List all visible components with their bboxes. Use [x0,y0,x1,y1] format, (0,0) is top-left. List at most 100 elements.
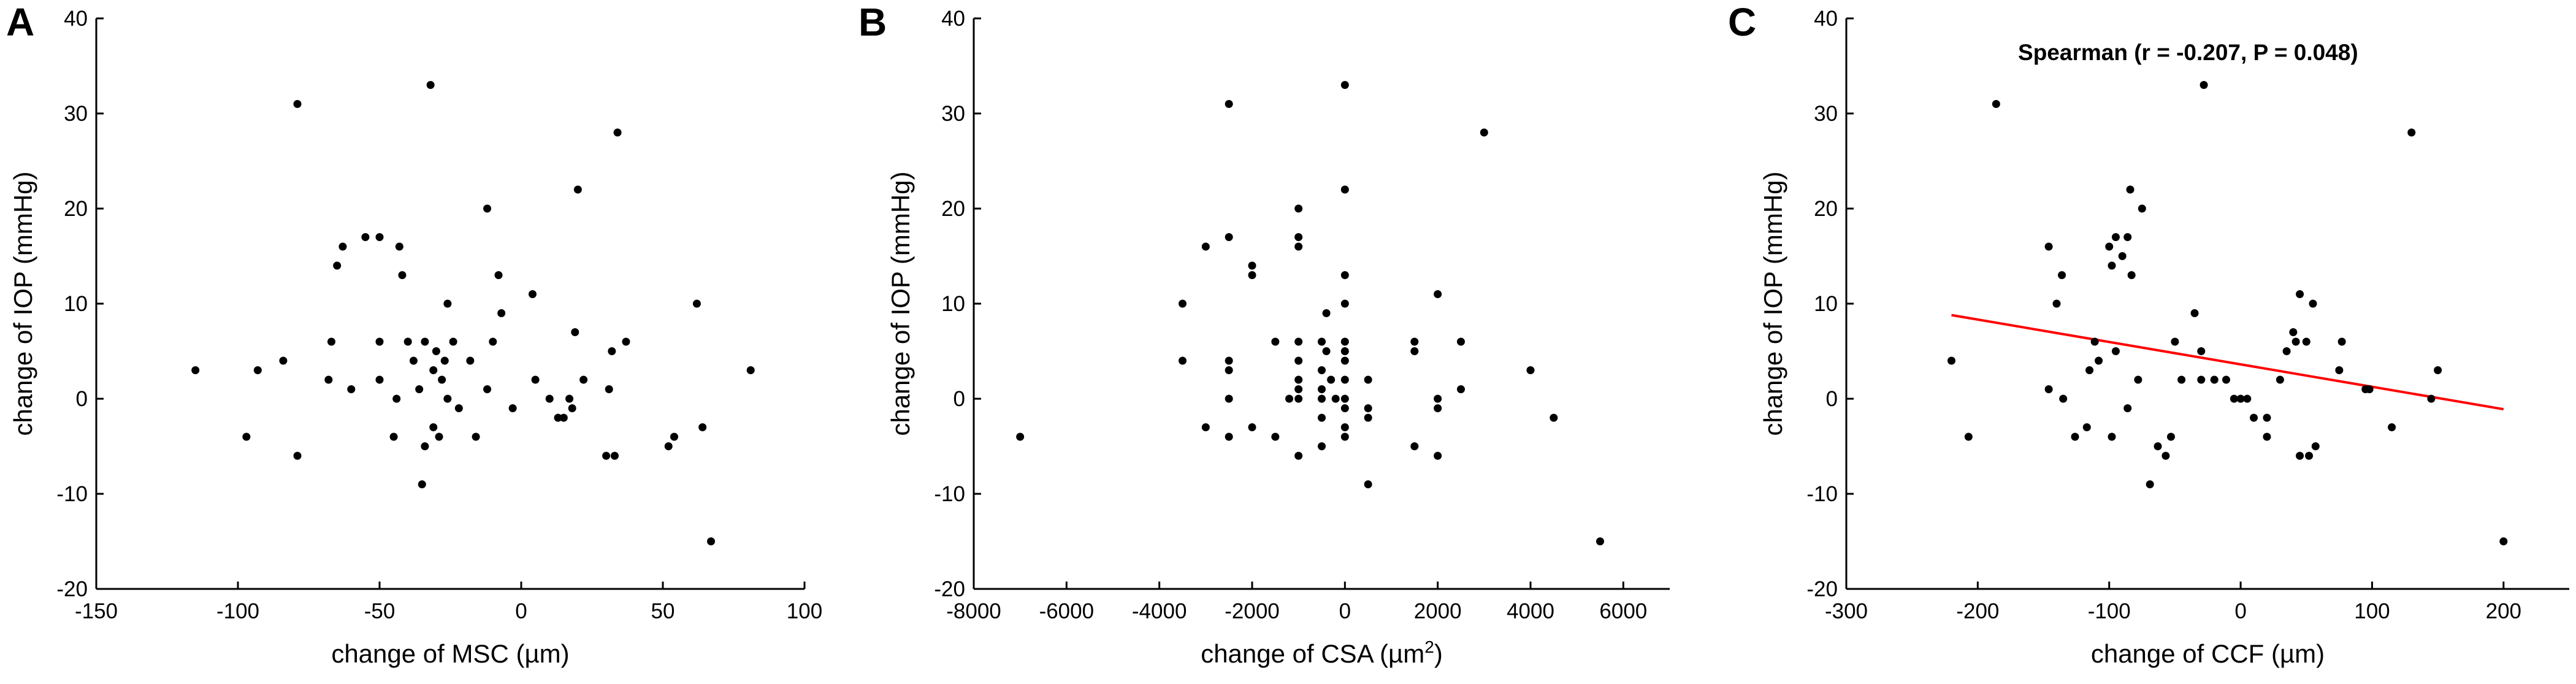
data-point [1410,442,1419,450]
data-point [2146,480,2154,488]
data-point [1457,385,1465,393]
data-point [1364,413,1372,422]
y-tick-label: -20 [56,577,88,601]
data-point [2302,337,2310,346]
data-point [1340,423,1349,431]
y-tick-label: -10 [56,482,88,506]
data-point [1225,233,1233,241]
data-point [2365,385,2374,393]
data-point [293,100,302,108]
x-tick-label: 100 [2354,599,2390,623]
data-point [1225,100,1233,108]
data-point [1294,204,1303,213]
y-tick-label: 40 [64,7,88,31]
data-point [392,394,401,403]
data-point [1364,375,1372,384]
data-point [2335,366,2344,374]
data-point [483,385,492,393]
data-point [2197,347,2206,355]
data-point [1340,356,1349,365]
x-axis-title: change of CSA (µm2) [1201,637,1443,668]
data-point [443,394,452,403]
data-point [2499,537,2508,545]
data-point [1294,233,1303,241]
data-point [2177,375,2186,384]
data-point [403,337,412,346]
data-point [1550,413,1558,422]
data-point [707,537,716,545]
x-tick-label: 4000 [1507,599,1554,623]
data-point [2289,328,2298,336]
x-axis-title-superscript: 2 [1424,637,1434,656]
data-point [1327,375,1336,384]
data-point [2309,299,2317,308]
data-point [1410,347,1419,355]
data-point [698,423,707,431]
data-point [746,366,755,374]
data-point [1318,442,1326,450]
data-point [2123,233,2132,241]
data-point [2058,271,2066,279]
data-point [1294,394,1303,403]
data-point [1318,385,1326,393]
data-point [2071,432,2079,441]
data-point [2108,261,2116,270]
data-point [670,432,678,441]
data-point [429,423,438,431]
data-point [1340,337,1349,346]
data-point [2044,242,2053,251]
data-point [1457,337,1465,346]
data-point [2138,204,2146,213]
y-tick-label: 20 [64,197,88,221]
data-point [1318,413,1326,422]
y-tick-label: 30 [941,102,965,126]
y-tick-label: 20 [1814,197,1838,221]
data-point [2082,423,2091,431]
data-point [2127,271,2136,279]
data-point [2161,452,2170,460]
data-point [2263,432,2271,441]
data-point [1434,394,1442,403]
data-point [398,271,407,279]
data-point [2276,375,2284,384]
y-tick-label: 0 [1826,387,1838,411]
y-axis-title: change of IOP (mmHg) [1759,171,1787,436]
x-tick-label: -6000 [1039,599,1095,623]
data-point [1225,432,1233,441]
data-point [2243,394,2252,403]
data-point [489,337,497,346]
data-point [559,413,568,422]
data-point [2236,394,2245,403]
data-point [1364,404,1372,412]
data-point [497,309,506,317]
y-tick-label: -10 [1806,482,1838,506]
data-point [361,233,370,241]
data-point [1294,356,1303,365]
data-point [2282,347,2291,355]
data-point [1225,394,1233,403]
data-point [1331,394,1340,403]
data-point [692,299,701,308]
data-point [333,261,342,270]
data-point [605,385,613,393]
y-tick-label: 10 [64,292,88,316]
y-tick-label: 20 [941,197,965,221]
data-point [1340,375,1349,384]
data-point [1294,337,1303,346]
data-point [415,385,424,393]
data-point [2200,81,2208,89]
data-point [2222,375,2231,384]
x-tick-label: 100 [787,599,822,623]
data-point [554,413,562,422]
y-tick-label: 10 [941,292,965,316]
data-point [2263,413,2271,422]
data-point [2166,432,2175,441]
y-tick-label: 0 [76,387,88,411]
data-point [483,204,492,213]
x-axis-title: change of MSC (µm) [331,639,569,668]
data-point [1947,356,1955,365]
data-point [2197,375,2206,384]
data-point [1285,394,1294,403]
